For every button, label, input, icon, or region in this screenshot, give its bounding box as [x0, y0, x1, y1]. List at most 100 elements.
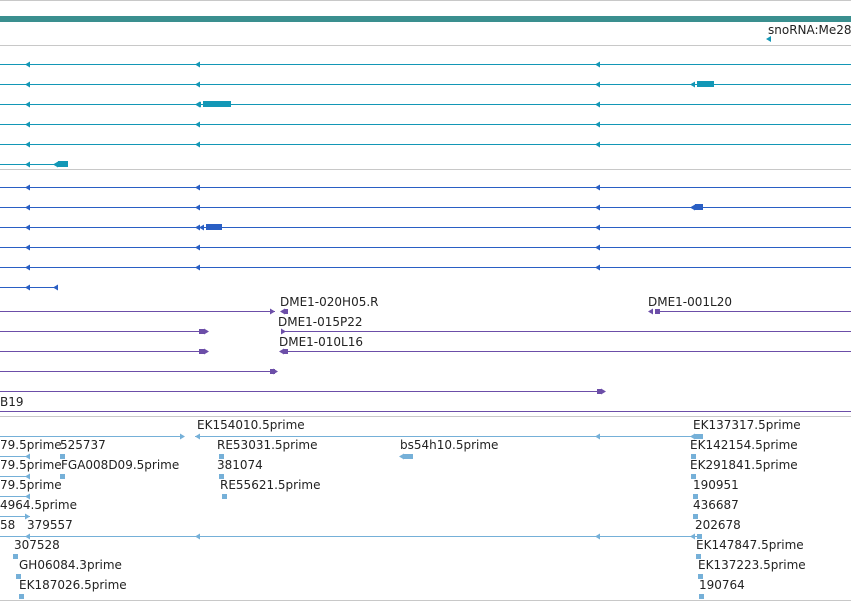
- strand-arrow-left: [25, 81, 30, 88]
- strand-arrow-left: [595, 433, 600, 440]
- strand-arrow-left: [690, 433, 695, 440]
- strand-arrow-left: [25, 224, 30, 231]
- est-label[interactable]: RE53031.5prime: [217, 438, 318, 452]
- clone-end-right: [204, 328, 209, 335]
- est-label[interactable]: EK147847.5prime: [696, 538, 804, 552]
- est-end-right: [25, 513, 30, 520]
- est-end: [222, 494, 227, 499]
- est-label[interactable]: 436687: [693, 498, 739, 512]
- strand-arrow-left: [25, 284, 30, 291]
- strand-arrow-left: [25, 244, 30, 251]
- est-end: [219, 474, 224, 479]
- strand-arrow-left: [595, 244, 600, 251]
- strand-arrow-left: [25, 101, 30, 108]
- clone-label[interactable]: DME1-001L20: [648, 295, 732, 309]
- region-banner: [0, 16, 851, 22]
- clone-end-right: [273, 368, 278, 375]
- est-end: [691, 474, 696, 479]
- est-end: [697, 534, 702, 539]
- est-end: [693, 494, 698, 499]
- utr-box: [58, 161, 68, 167]
- est-label[interactable]: 525737: [60, 438, 106, 452]
- strand-arrow-left: [195, 224, 200, 231]
- utr-box: [695, 204, 703, 210]
- est-end: [60, 474, 65, 479]
- est-end: [693, 514, 698, 519]
- clone-label[interactable]: DME1-010L16: [279, 335, 363, 349]
- strand-arrow-left: [25, 204, 30, 211]
- est-label[interactable]: EK137223.5prime: [698, 558, 806, 572]
- est-label[interactable]: 58: [0, 518, 16, 532]
- clone-end-right: [204, 348, 209, 355]
- strand-arrow-left: [25, 184, 30, 191]
- strand-arrow-left: [195, 141, 200, 148]
- est-label[interactable]: 79.5prime: [0, 478, 62, 492]
- est-label[interactable]: GH06084.3prime: [19, 558, 122, 572]
- strand-arrow-left: [195, 81, 200, 88]
- clone-label[interactable]: DME1-020H05.R: [280, 295, 379, 309]
- est-label[interactable]: 190951: [693, 478, 739, 492]
- est-end: [698, 574, 703, 579]
- est-label[interactable]: EK187026.5prime: [19, 578, 127, 592]
- strand-arrow-left: [690, 533, 695, 540]
- est-label[interactable]: 4964.5prime: [0, 498, 77, 512]
- strand-arrow-left: [25, 453, 30, 460]
- est-label[interactable]: EK291841.5prime: [690, 458, 798, 472]
- strand-arrow-left: [25, 141, 30, 148]
- snorna-label[interactable]: snoRNA:Me28S: [768, 23, 851, 37]
- clone-label[interactable]: DME1-015P22: [278, 315, 363, 329]
- strand-arrow-left: [195, 204, 200, 211]
- strand-arrow-left: [195, 184, 200, 191]
- strand-arrow-left: [595, 81, 600, 88]
- est-label[interactable]: FGA008D09.5prime: [61, 458, 180, 472]
- clone-end-left: [648, 308, 653, 315]
- est-end: [19, 594, 24, 599]
- est-end: [219, 454, 224, 459]
- clone-end: [199, 349, 205, 354]
- est-label[interactable]: 307528: [14, 538, 60, 552]
- clone-end: [285, 309, 288, 314]
- est-label[interactable]: RE55621.5prime: [220, 478, 321, 492]
- clone-end: [270, 369, 275, 374]
- strand-arrow-left: [595, 121, 600, 128]
- strand-arrow-left: [399, 453, 404, 460]
- strand-arrow-left: [25, 264, 30, 271]
- strand-arrow-left: [25, 121, 30, 128]
- est-label[interactable]: EK142154.5prime: [690, 438, 798, 452]
- est-end: [691, 454, 696, 459]
- strand-arrow-left: [595, 184, 600, 191]
- est-label[interactable]: 79.5prime: [0, 458, 62, 472]
- est-end-right: [180, 433, 185, 440]
- strand-arrow-left: [195, 533, 200, 540]
- est-label[interactable]: EK154010.5prime: [197, 418, 305, 432]
- strand-arrow-left: [595, 101, 600, 108]
- est-label[interactable]: 379557: [27, 518, 73, 532]
- strand-arrow-left: [690, 81, 695, 88]
- utr-box: [203, 101, 231, 107]
- clone-label[interactable]: B19: [0, 395, 24, 409]
- strand-arrow-left: [195, 264, 200, 271]
- utr-box: [206, 224, 222, 230]
- strand-arrow-left: [690, 204, 695, 211]
- strand-arrow-left: [25, 161, 30, 168]
- est-label[interactable]: bs54h10.5prime: [400, 438, 499, 452]
- strand-arrow-left: [199, 224, 204, 231]
- strand-arrow-left: [195, 121, 200, 128]
- strand-arrow-left: [195, 433, 200, 440]
- est-end: [696, 554, 701, 559]
- strand-arrow-left: [595, 141, 600, 148]
- strand-arrow-left: [25, 493, 30, 500]
- strand-arrow-left: [196, 101, 201, 108]
- est-label[interactable]: 79.5prime: [0, 438, 62, 452]
- clone-end: [597, 389, 602, 394]
- est-label[interactable]: EK137317.5prime: [693, 418, 801, 432]
- est-label[interactable]: 190764: [699, 578, 745, 592]
- strand-arrow-left: [595, 533, 600, 540]
- est-end: [695, 434, 703, 439]
- est-label[interactable]: 202678: [695, 518, 741, 532]
- est-label[interactable]: 381074: [217, 458, 263, 472]
- est-end: [13, 554, 18, 559]
- strand-arrow-left: [53, 284, 58, 291]
